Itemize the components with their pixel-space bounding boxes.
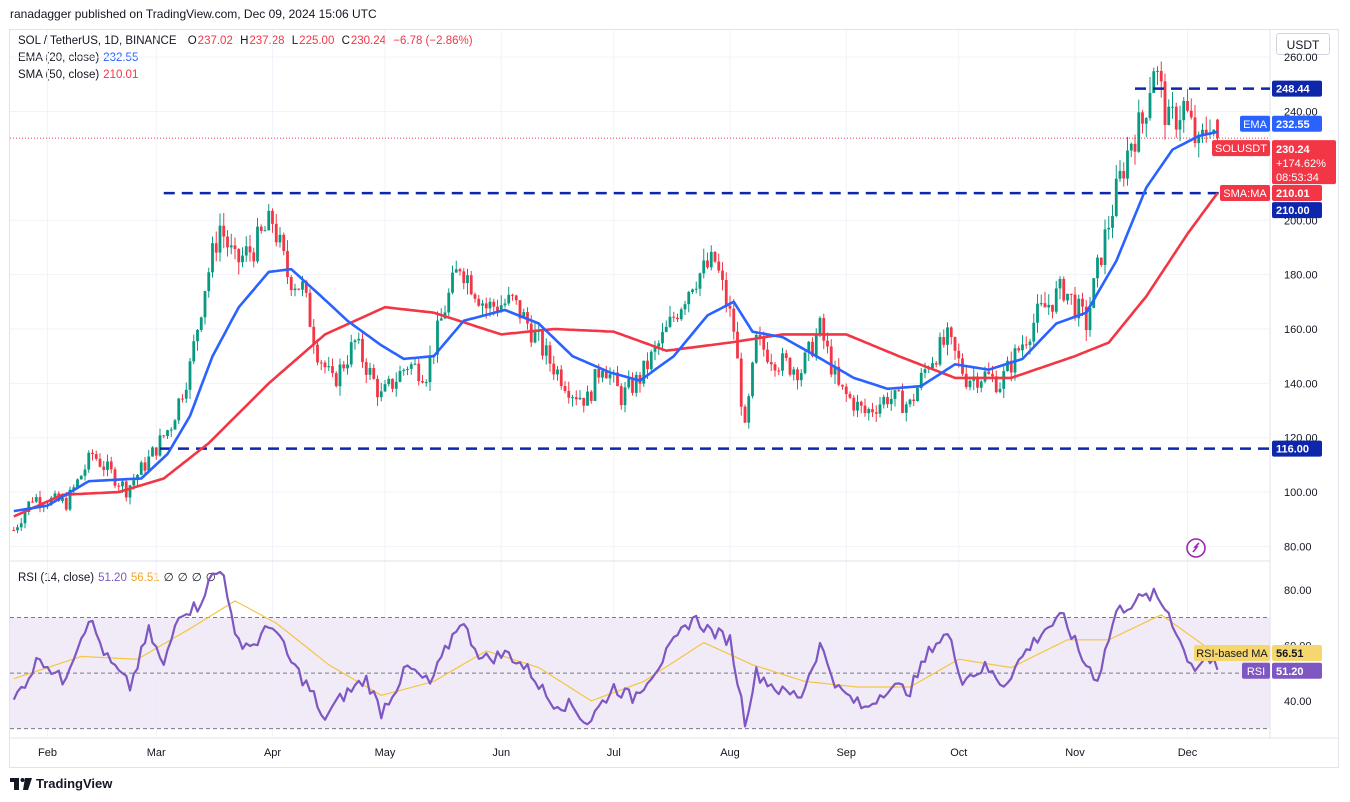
rsi-legend[interactable]: RSI (14, close) 51.20 56.51 ∅ ∅ ∅ ∅ <box>18 570 216 584</box>
tradingview-brand-text: TradingView <box>36 776 113 791</box>
low-label: L <box>291 35 299 47</box>
close-value: 230.24 <box>350 35 387 47</box>
open-label: O <box>187 35 197 47</box>
low-value: 225.00 <box>299 35 335 47</box>
footer-brand[interactable]: TradingView <box>10 776 112 791</box>
rsi-ma-value: 56.51 <box>130 572 160 584</box>
rsi-extra-1: ∅ <box>163 572 174 584</box>
rsi-extra-4: ∅ <box>205 572 216 584</box>
high-value: 237.28 <box>249 35 285 47</box>
symbol-name[interactable]: SOL / TetherUS, 1D, BINANCE <box>18 35 177 47</box>
open-value: 237.02 <box>197 35 233 47</box>
rsi-extra-3: ∅ <box>191 572 202 584</box>
rsi-extra-2: ∅ <box>177 572 188 584</box>
ema-value: 232.55 <box>103 52 139 64</box>
close-label: C <box>341 35 350 47</box>
high-label: H <box>240 35 249 47</box>
currency-button[interactable]: USDT <box>1276 33 1330 55</box>
sma-legend[interactable]: SMA (50, close) 210.01 <box>18 69 138 81</box>
sma-label[interactable]: SMA (50, close) <box>18 69 100 81</box>
ema-legend[interactable]: EMA (20, close) 232.55 <box>18 52 138 64</box>
chart-frame <box>9 29 1339 768</box>
ema-label[interactable]: EMA (20, close) <box>18 52 100 64</box>
symbol-legend[interactable]: SOL / TetherUS, 1D, BINANCE O237.02 H237… <box>18 35 473 47</box>
rsi-label[interactable]: RSI (14, close) <box>18 572 95 584</box>
sma-value: 210.01 <box>103 69 139 81</box>
publisher-header: ranadagger published on TradingView.com,… <box>10 7 377 21</box>
rsi-value: 51.20 <box>98 572 127 584</box>
tradingview-logo-icon <box>10 777 32 790</box>
change-value: −6.78 (−2.86%) <box>393 35 473 47</box>
